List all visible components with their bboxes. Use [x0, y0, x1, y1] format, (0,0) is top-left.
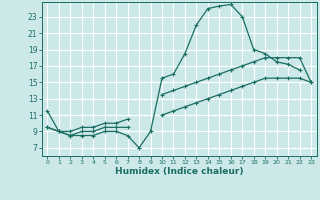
X-axis label: Humidex (Indice chaleur): Humidex (Indice chaleur) — [115, 167, 244, 176]
